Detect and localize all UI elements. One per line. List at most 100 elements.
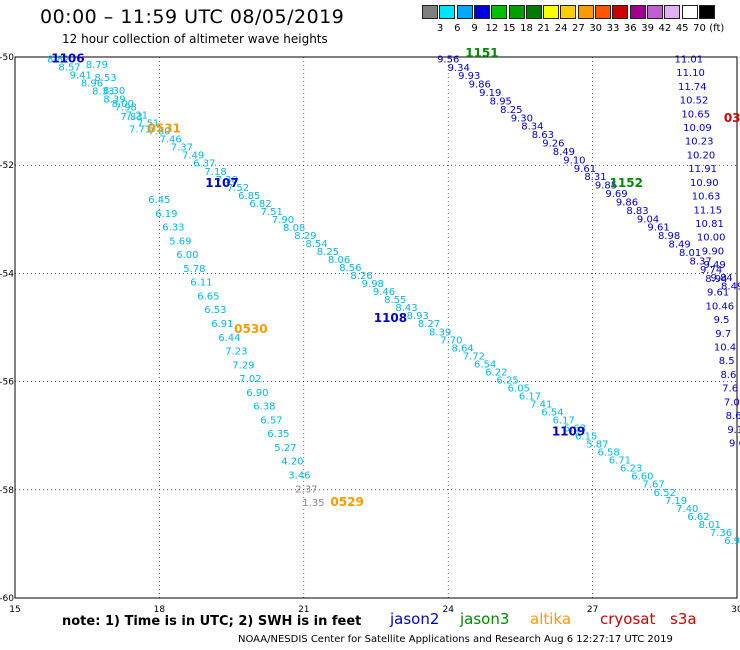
pass-label: 1108 [374,311,407,325]
wave-height-value: 8.06 [328,255,350,266]
wave-height-value: 5.69 [169,236,191,247]
scale-swatch [612,5,629,19]
wave-height-value: 6.58 [598,448,620,459]
scale-swatch [525,5,542,19]
wave-height-value: 10.46 [705,301,734,312]
wave-height-value: 6.23 [620,464,642,475]
wave-height-value: 8.5 [719,356,735,367]
scale-label: 70 [693,23,706,34]
y-tick-label: -50 [0,53,14,63]
wave-height-value: 9.93 [458,71,480,82]
wave-height-value: 6.25 [496,375,518,386]
scale-swatch [595,5,611,19]
wave-height-value: 2.37 [295,484,317,495]
wave-height-value: 7.29 [232,360,254,371]
scale-swatch [577,5,594,19]
wave-height-value: 9.86 [616,197,638,208]
x-tick-label: 18 [154,605,166,615]
wave-height-value: 9.26 [542,139,564,150]
wave-height-value: 9.19 [479,88,501,99]
wave-height-value: 8.25 [317,247,339,258]
wave-height-value: 9.1 [727,425,740,436]
scale-label: 18 [520,23,533,34]
scale-swatch [664,5,681,19]
wave-height-value: 10.52 [680,96,709,107]
wave-height-value: 9.84 [711,273,733,284]
wave-height-value: 11.01 [675,54,704,65]
wave-height-value: 6.44 [218,333,240,344]
scale-label: 30 [589,23,603,34]
wave-height-value: 9.6 [729,439,740,450]
wave-height-value: 9.5 [714,315,730,326]
scale-label: 3 [436,23,444,34]
wave-height-value: 10.65 [681,109,710,120]
wave-height-value: 8.39 [429,327,451,338]
wave-height-value: 7.23 [225,347,247,358]
wave-height-value: 6.38 [253,402,275,413]
wave-height-value: 9.86 [469,80,491,91]
scale-swatch [473,5,490,19]
pass-label: 0531 [148,122,181,136]
wave-height-value: 9.85 [595,181,617,192]
wave-height-value: 8.34 [521,122,543,133]
legend-jason3: jason3 [460,610,510,628]
wave-height-value: 6.9 [724,536,740,547]
wave-height-value: 8.79 [86,60,108,71]
scale-label: 15 [502,23,516,34]
wave-height-value: 10.81 [695,219,724,230]
wave-height-value: 10.90 [690,178,719,189]
wave-height-value: 3.46 [288,470,310,481]
wave-height-value: 6.35 [267,429,289,440]
wave-height-value: 7.83 [120,112,142,123]
wave-height-value: 6.91 [211,319,233,330]
wave-height-value: 6.15 [575,432,597,443]
wave-height-value: 8.98 [658,231,680,242]
wave-height-value: 8.26 [350,271,372,282]
wave-height-value: 7.72 [463,351,485,362]
wave-height-value: 9.30 [511,113,533,124]
pass-label: 1152 [610,176,643,190]
x-tick-label: 30 [731,605,740,615]
scale-label: 21 [537,23,551,34]
wave-height-value: 8.96 [81,78,103,89]
wave-height-value: 7.60 [148,127,170,138]
wave-height-value: 9.41 [70,70,92,81]
wave-height-value: 7.0 [724,397,740,408]
scale-swatch [543,5,560,19]
scale-label: 45 [675,23,689,34]
wave-height-value: 6.60 [631,472,653,483]
wave-height-value: 7.51 [261,207,283,218]
wave-height-value: 6.00 [176,250,198,261]
wave-height-value: 9.10 [563,155,585,166]
wave-height-value: 7.67 [642,480,664,491]
wave-height-value: 8.01 [699,520,721,531]
wave-height-value: 6.90 [246,388,268,399]
wave-height-value: 8.49 [553,147,575,158]
wave-height-value: 10.20 [687,150,716,161]
wave-height-value: 7.19 [665,496,687,507]
wave-height-value: 8.95 [490,96,512,107]
wave-height-value: 7.46 [159,135,181,146]
wave-height-value: 8.94 [705,274,727,285]
wave-height-value: 6.11 [190,278,212,289]
wave-height-value: 9.69 [605,189,627,200]
wave-height-value: 9.56 [437,54,459,65]
pass-label: 0529 [330,495,363,509]
wave-height-value: 7.49 [182,151,204,162]
wave-height-value: 11.10 [676,68,705,79]
wave-height-value: 1.35 [302,498,324,509]
wave-height-value: 9.7 [715,329,731,340]
wave-height-value: 8.49 [721,282,740,293]
wave-height-value: 6.85 [238,191,260,202]
wave-height-value: 7.51 [137,119,159,130]
scale-swatch [439,5,456,19]
scale-swatch [681,5,698,19]
wave-height-value: 8.6 [726,411,740,422]
wave-height-value: 8.25 [500,105,522,116]
wave-height-value: 8.53 [94,73,116,84]
x-tick-label: 15 [9,605,20,615]
wave-height-value: 10.23 [685,137,714,148]
scale-swatch [560,5,577,19]
wave-height-value: 8.6 [720,370,736,381]
wave-height-value: 6.54 [541,408,563,419]
